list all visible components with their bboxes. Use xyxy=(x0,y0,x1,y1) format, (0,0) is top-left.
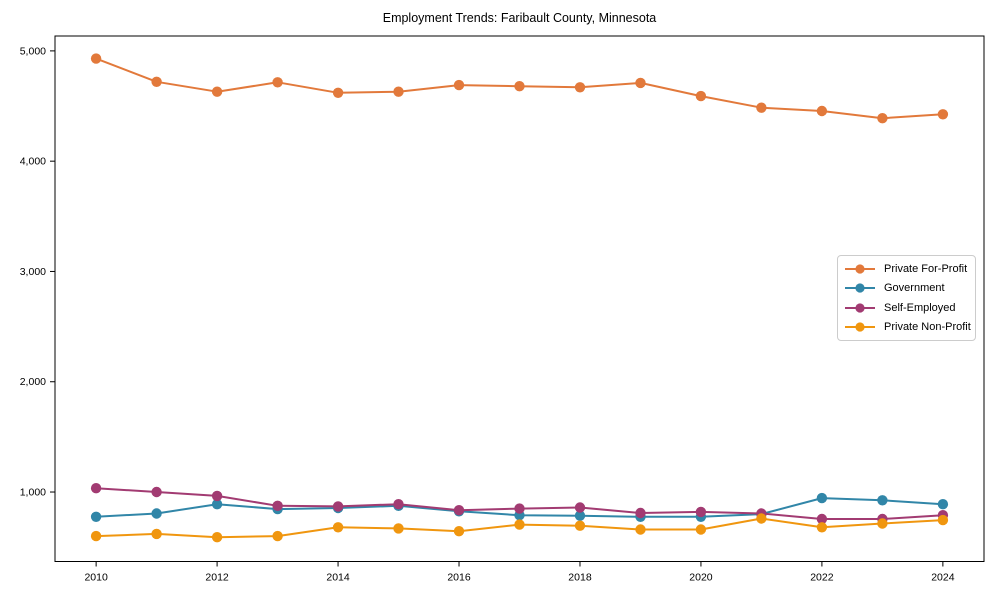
data-point-self-employed-2012 xyxy=(211,490,223,502)
x-tick-label: 2022 xyxy=(810,572,834,584)
data-point-self-employed-2018 xyxy=(574,502,586,513)
y-tick-label: 5,000 xyxy=(20,45,46,57)
data-point-self-employed-2017 xyxy=(514,503,525,514)
data-point-government-2022 xyxy=(816,492,828,504)
data-point-private-for-profit-2019 xyxy=(635,77,646,89)
y-axis-ticks: 1,000 2,000 3,000 4,000 5,000 xyxy=(20,45,55,499)
data-point-private-for-profit-2015 xyxy=(393,86,404,97)
data-point-private-non-profit-2013 xyxy=(272,530,283,542)
line-marker-icon xyxy=(845,283,875,293)
legend-item-self-employed: Self-Employed xyxy=(844,298,970,318)
data-point-government-2024 xyxy=(937,499,949,510)
data-point-private-non-profit-2015 xyxy=(393,523,404,534)
y-tick-label: 2,000 xyxy=(20,376,46,388)
data-point-private-non-profit-2020 xyxy=(695,524,707,535)
legend: Private For-Profit Government Self-Emplo… xyxy=(837,255,976,341)
x-tick-label: 2012 xyxy=(205,572,229,584)
data-point-self-employed-2019 xyxy=(635,507,646,519)
data-point-private-for-profit-2014 xyxy=(332,87,344,99)
data-point-private-non-profit-2019 xyxy=(635,524,646,535)
y-tick-label: 1,000 xyxy=(20,487,46,499)
data-point-private-for-profit-2022 xyxy=(816,105,828,117)
data-point-self-employed-2016 xyxy=(453,505,465,516)
data-point-private-for-profit-2018 xyxy=(574,82,586,93)
series-private-for-profit xyxy=(90,53,949,124)
data-point-private-for-profit-2023 xyxy=(877,113,888,124)
data-point-private-non-profit-2012 xyxy=(211,532,223,543)
data-point-private-non-profit-2018 xyxy=(574,520,586,531)
data-point-private-for-profit-2024 xyxy=(937,109,949,120)
data-point-self-employed-2013 xyxy=(272,500,283,511)
data-point-private-for-profit-2017 xyxy=(514,81,525,92)
line-marker-icon xyxy=(845,264,875,274)
data-point-private-non-profit-2011 xyxy=(151,528,162,540)
data-point-private-non-profit-2014 xyxy=(332,522,344,533)
data-point-private-non-profit-2021 xyxy=(756,513,767,524)
legend-item-private-non-profit: Private Non-Profit xyxy=(844,318,971,338)
x-tick-label: 2016 xyxy=(447,572,471,584)
line-marker-icon xyxy=(845,303,875,313)
plot-border xyxy=(54,35,985,562)
chart-title: Employment Trends: Faribault County, Min… xyxy=(382,11,657,25)
data-point-private-for-profit-2010 xyxy=(90,53,102,64)
data-point-government-2012 xyxy=(211,499,223,510)
data-point-self-employed-2014 xyxy=(332,501,344,512)
legend-label: Private Non-Profit xyxy=(884,321,971,334)
series-self-employed xyxy=(90,483,949,525)
data-point-government-2018 xyxy=(574,510,586,521)
data-point-private-non-profit-2016 xyxy=(453,526,465,537)
data-point-private-non-profit-2017 xyxy=(514,519,525,530)
x-tick-label: 2014 xyxy=(326,572,350,584)
series-private-non-profit xyxy=(90,513,949,543)
data-point-private-non-profit-2010 xyxy=(90,530,102,542)
x-tick-label: 2024 xyxy=(931,572,955,584)
y-tick-label: 3,000 xyxy=(20,266,46,278)
data-point-private-non-profit-2024 xyxy=(937,514,949,526)
x-axis-ticks: 2010 2012 2014 2016 2018 2020 2022 2024 xyxy=(84,561,955,584)
data-point-private-for-profit-2013 xyxy=(272,77,283,88)
x-tick-label: 2020 xyxy=(689,572,713,584)
data-point-private-non-profit-2022 xyxy=(816,522,828,533)
data-point-private-for-profit-2012 xyxy=(211,86,223,97)
legend-label: Private For-Profit xyxy=(884,262,968,275)
data-point-private-for-profit-2011 xyxy=(151,76,162,88)
data-point-self-employed-2020 xyxy=(695,506,707,518)
data-point-self-employed-2011 xyxy=(151,486,162,498)
x-tick-label: 2018 xyxy=(568,572,592,584)
data-point-private-for-profit-2016 xyxy=(453,79,465,91)
data-point-government-2011 xyxy=(151,508,162,519)
data-point-self-employed-2010 xyxy=(90,483,102,494)
y-tick-label: 4,000 xyxy=(20,156,46,168)
legend-label: Self-Employed xyxy=(884,301,956,314)
line-marker-icon xyxy=(845,322,875,332)
data-point-government-2023 xyxy=(877,495,888,506)
data-point-private-non-profit-2023 xyxy=(877,518,888,529)
data-point-self-employed-2022 xyxy=(816,513,828,525)
data-point-private-for-profit-2020 xyxy=(695,90,707,102)
x-tick-label: 2010 xyxy=(84,572,108,584)
legend-item-private-for-profit: Private For-Profit xyxy=(844,259,970,279)
data-point-private-for-profit-2021 xyxy=(756,102,767,113)
data-point-self-employed-2015 xyxy=(393,499,404,510)
legend-item-government: Government xyxy=(844,279,970,299)
series-layer xyxy=(90,53,949,543)
legend-label: Government xyxy=(884,282,945,295)
data-point-government-2010 xyxy=(90,511,102,522)
